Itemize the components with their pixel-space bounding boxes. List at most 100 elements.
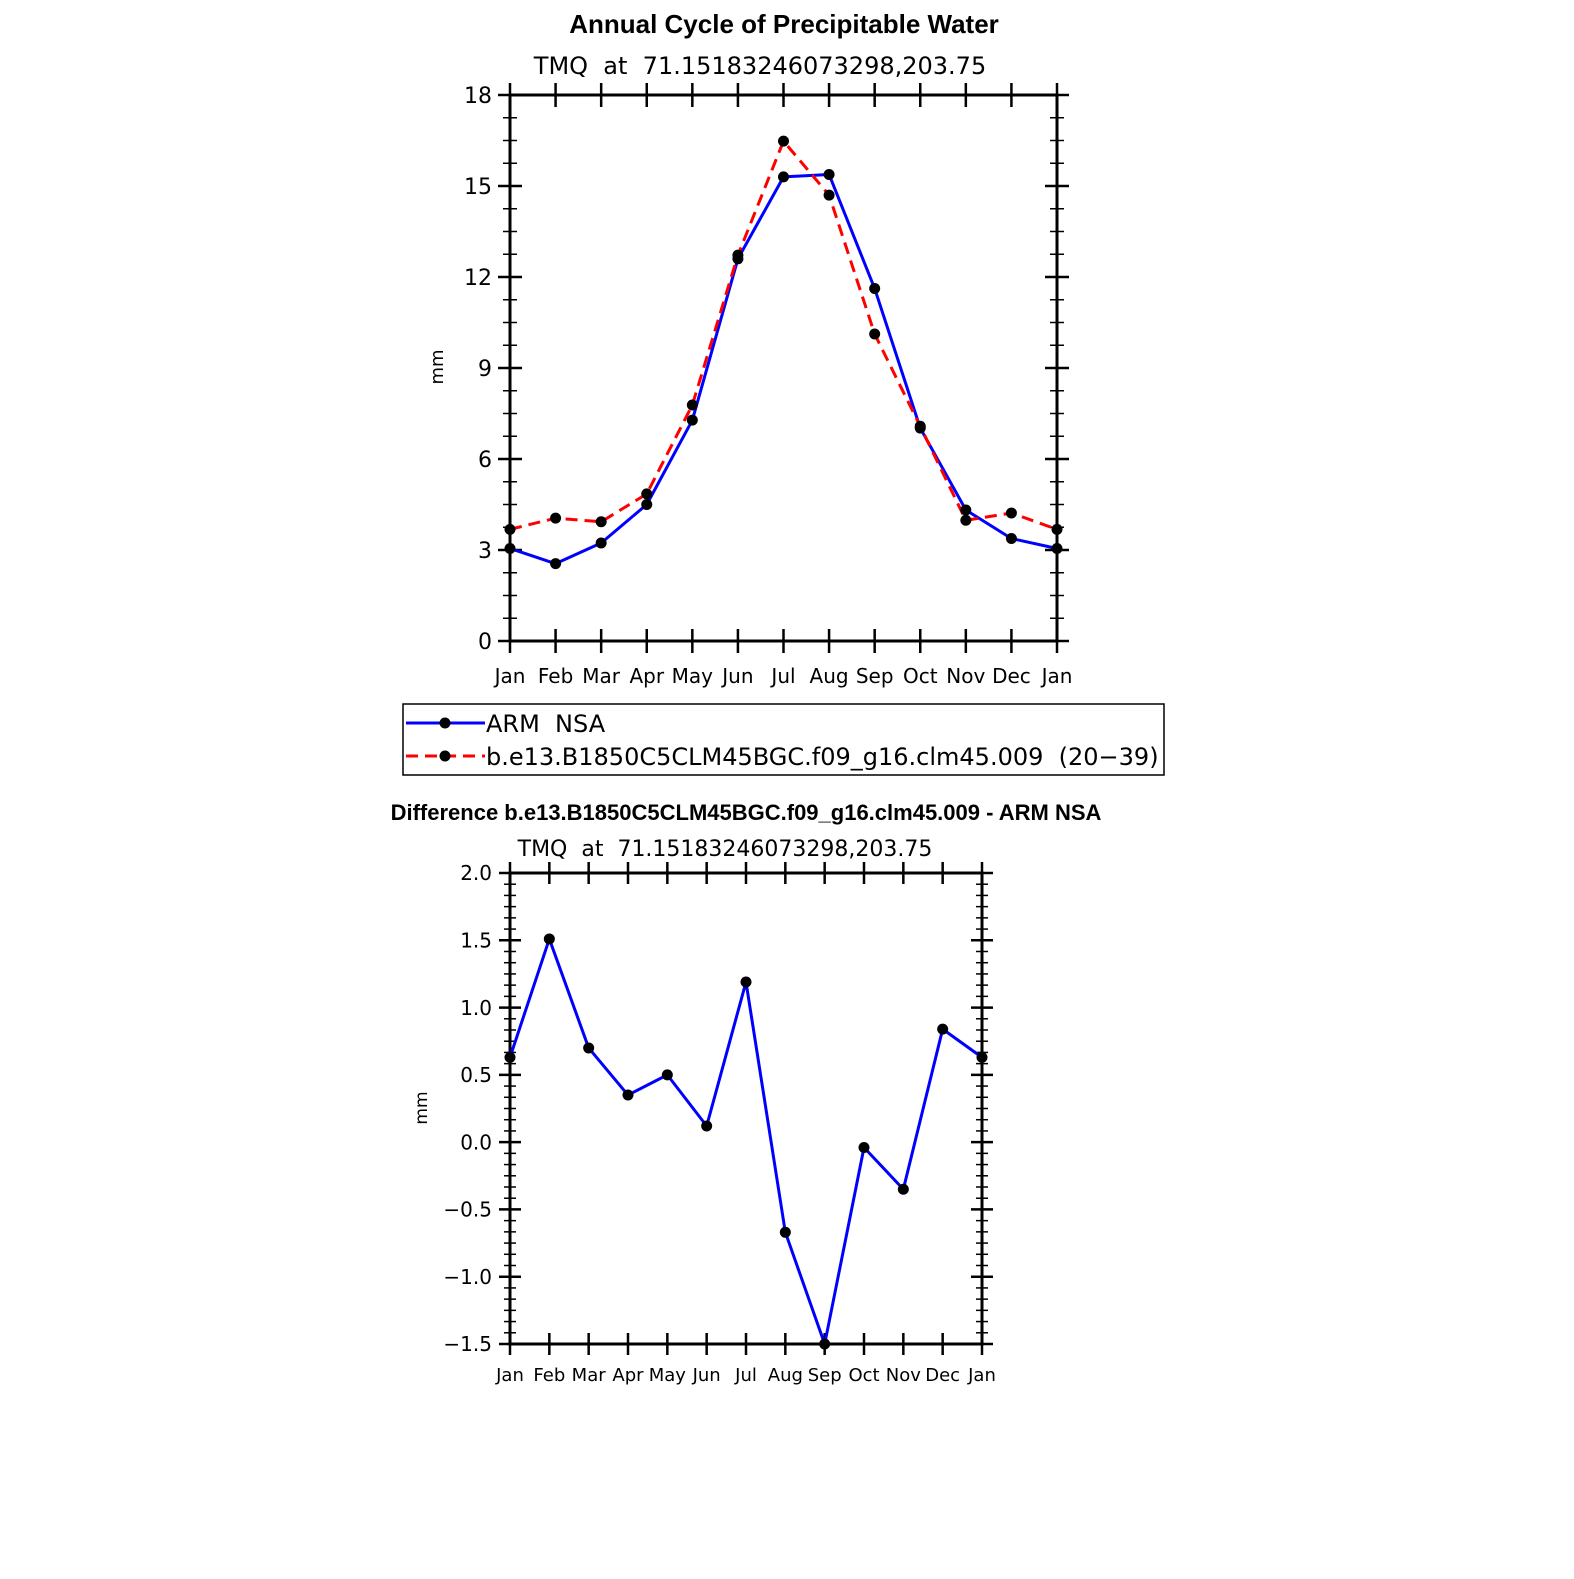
difference-y-tick-label: 1.5 xyxy=(460,928,492,952)
annual-cycle-series-1-point xyxy=(1051,523,1063,535)
difference-x-tick-label: Dec xyxy=(925,1365,960,1386)
annual-cycle-y-tick-label: 12 xyxy=(464,266,492,291)
annual-cycle-x-tick-label: Jul xyxy=(769,664,795,688)
legend-marker-model xyxy=(439,750,451,762)
difference-x-tick-label: Jan xyxy=(495,1365,524,1386)
difference-x-tick-label: Nov xyxy=(886,1365,921,1386)
difference-x-tick-label: Sep xyxy=(808,1365,842,1386)
annual-cycle-series-0-point xyxy=(1005,532,1017,544)
annual-cycle-x-tick-label: Dec xyxy=(992,664,1031,688)
difference-x-tick-label: Jan xyxy=(967,1365,996,1386)
difference-x-tick-label: Feb xyxy=(533,1365,565,1386)
annual-cycle-series-line-0 xyxy=(509,172,1058,566)
difference-y-tick-label: 0.0 xyxy=(460,1130,492,1154)
annual-cycle-x-tick-label: Jan xyxy=(1040,664,1073,688)
difference-y-tick-label: −1.0 xyxy=(443,1265,492,1289)
difference-y-tick-label: 0.5 xyxy=(460,1063,492,1087)
annual-cycle-x-tick-label: Jan xyxy=(493,664,526,688)
difference-x-tick-label: Jul xyxy=(734,1365,757,1386)
annual-cycle-y-axis-label: mm xyxy=(427,349,448,384)
annual-cycle-x-tick-label: Aug xyxy=(810,664,849,688)
annual-cycle-y-tick-label: 0 xyxy=(478,630,492,655)
annual-cycle-y-tick-label: 6 xyxy=(478,448,492,473)
annual-cycle-series-0-point xyxy=(823,168,835,180)
difference-x-tick-label: May xyxy=(649,1365,687,1386)
annual-cycle-chart: Annual Cycle of Precipitable Water TMQ a… xyxy=(402,9,1165,776)
annual-cycle-series-1-point xyxy=(869,328,881,340)
annual-cycle-y-tick-label: 18 xyxy=(464,84,492,109)
difference-y-tick-label: 2.0 xyxy=(460,861,492,885)
annual-cycle-ticks xyxy=(498,83,1069,653)
difference-series-0-point xyxy=(740,976,752,988)
annual-cycle-series-1-point xyxy=(550,512,562,524)
annual-cycle-series xyxy=(504,135,1063,570)
difference-y-tick-label: −1.5 xyxy=(443,1332,492,1356)
difference-series-0-point xyxy=(661,1069,673,1081)
annual-cycle-subtitle: TMQ at 71.15183246073298,203.75 xyxy=(533,52,986,80)
annual-cycle-series-0-point xyxy=(686,414,698,426)
annual-cycle-x-tick-label: Oct xyxy=(903,664,938,688)
annual-cycle-x-tick-label: Nov xyxy=(946,664,985,688)
difference-x-tick-label: Oct xyxy=(848,1365,879,1386)
annual-cycle-series-0-point xyxy=(641,499,653,510)
legend: ARM NSA b.e13.B1850C5CLM45BGC.f09_g16.cl… xyxy=(402,703,1165,776)
legend-label-arm-nsa: ARM NSA xyxy=(486,710,606,738)
difference-x-tick-label: Mar xyxy=(572,1365,607,1386)
annual-cycle-x-tick-label: Jun xyxy=(720,664,753,688)
annual-cycle-series-1-point xyxy=(960,514,972,526)
difference-y-tick-label: −0.5 xyxy=(443,1198,492,1222)
difference-x-tick-label: Apr xyxy=(612,1365,644,1386)
legend-marker-arm-nsa xyxy=(439,717,451,729)
annual-cycle-series-1-point xyxy=(1005,507,1017,519)
annual-cycle-y-tick-label: 3 xyxy=(478,539,492,564)
difference-y-tick-labels: −1.5 −1.0 −0.5 0.0 0.5 1.0 1.5 2.0 xyxy=(443,861,492,1356)
annual-cycle-series-0-point xyxy=(550,558,562,570)
annual-cycle-series-1-point xyxy=(504,523,516,535)
difference-x-tick-label: Aug xyxy=(768,1365,803,1386)
annual-cycle-series-1-point xyxy=(732,249,744,261)
difference-series-0-point xyxy=(504,1051,516,1063)
difference-series-0-point xyxy=(583,1042,595,1054)
annual-cycle-y-tick-label: 15 xyxy=(464,175,492,200)
difference-x-tick-labels: Jan Feb Mar Apr May Jun Jul Aug Sep Oct Nov Dec Jan xyxy=(495,1365,996,1386)
annual-cycle-series-1-point xyxy=(641,488,653,500)
annual-cycle-series-line-1 xyxy=(509,139,1058,531)
annual-cycle-series-0-point xyxy=(504,542,516,554)
difference-ticks xyxy=(499,862,993,1355)
difference-series-0-point xyxy=(976,1051,988,1063)
annual-cycle-title: Annual Cycle of Precipitable Water xyxy=(569,9,999,39)
annual-cycle-series-0-point xyxy=(869,283,881,295)
difference-series-0-point xyxy=(819,1338,831,1350)
difference-y-axis-label: mm xyxy=(412,1091,432,1124)
difference-plot-frame xyxy=(508,871,984,1346)
difference-x-tick-label: Jun xyxy=(692,1365,721,1386)
difference-series-0-point xyxy=(897,1183,909,1195)
annual-cycle-series-1-point xyxy=(778,135,789,147)
annual-cycle-y-tick-label: 9 xyxy=(478,357,492,382)
difference-series-line-0 xyxy=(508,937,983,1346)
annual-cycle-y-tick-labels: 0 3 6 9 12 15 18 xyxy=(464,84,492,655)
legend-label-model: b.e13.B1850C5CLM45BGC.f09_g16.clm45.009 … xyxy=(486,743,1159,771)
difference-series-0-point xyxy=(701,1120,713,1132)
difference-subtitle: TMQ at 71.15183246073298,203.75 xyxy=(517,837,933,862)
annual-cycle-x-tick-label: Feb xyxy=(538,664,573,688)
difference-series-0-point xyxy=(779,1226,791,1238)
difference-series-0-point xyxy=(937,1023,949,1035)
annual-cycle-series-0-point xyxy=(1051,542,1063,554)
annual-cycle-series-1-point xyxy=(823,189,835,201)
difference-series-0-point xyxy=(622,1089,634,1101)
annual-cycle-series-1-point xyxy=(686,399,698,411)
difference-series-0-point xyxy=(543,933,555,945)
annual-cycle-series-1-point xyxy=(595,516,607,528)
annual-cycle-series-0-point xyxy=(778,171,789,183)
annual-cycle-x-tick-labels: Jan Feb Mar Apr May Jun Jul Aug Sep Oct Nov Dec Jan xyxy=(493,664,1073,688)
difference-chart: Difference b.e13.B1850C5CLM45BGC.f09_g16… xyxy=(391,800,1102,1386)
annual-cycle-x-tick-label: Sep xyxy=(856,664,894,688)
difference-series xyxy=(504,933,988,1350)
annual-cycle-x-tick-label: May xyxy=(672,664,714,688)
legend-box xyxy=(402,703,1165,776)
annual-cycle-series-1-point xyxy=(914,420,926,432)
annual-cycle-series-0-point xyxy=(595,537,607,549)
